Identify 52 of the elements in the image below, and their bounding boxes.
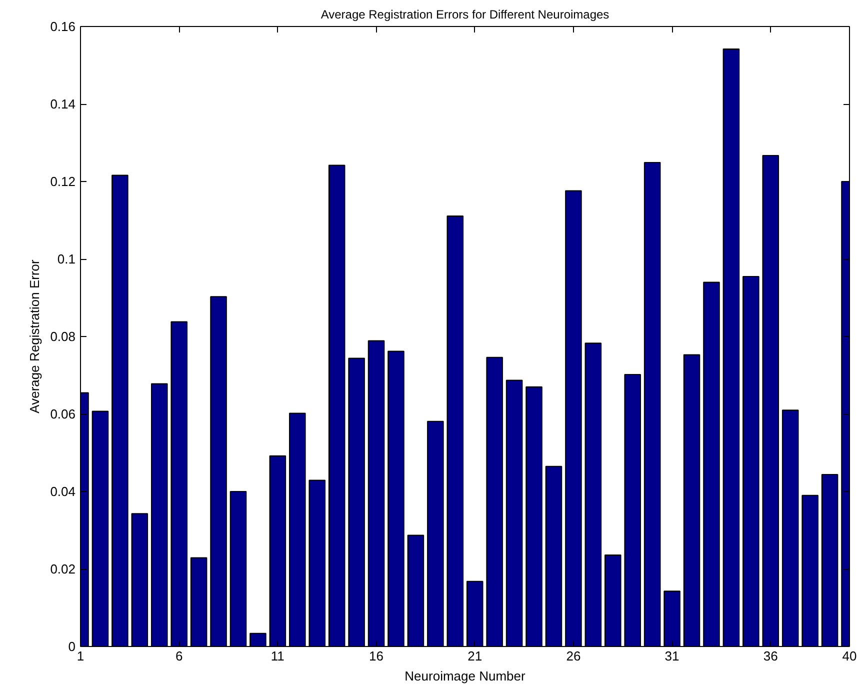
bar bbox=[722, 48, 740, 646]
bar bbox=[210, 296, 227, 646]
y-tick-label: 0.04 bbox=[50, 484, 76, 499]
bar bbox=[802, 494, 818, 646]
y-tick-label: 0.14 bbox=[50, 96, 76, 112]
x-tick-label: 40 bbox=[842, 648, 857, 664]
bar bbox=[506, 380, 523, 646]
y-tick-label: 0.08 bbox=[50, 329, 76, 344]
bar bbox=[545, 466, 562, 646]
bar bbox=[624, 374, 641, 646]
bar bbox=[526, 386, 542, 646]
bar bbox=[683, 354, 700, 646]
bar bbox=[308, 480, 326, 646]
bar bbox=[112, 174, 128, 646]
x-tick-label: 31 bbox=[664, 648, 680, 664]
bar bbox=[427, 420, 444, 646]
bar bbox=[348, 358, 365, 646]
y-axis-title: Average Registration Error bbox=[27, 258, 42, 414]
x-tick-label: 1 bbox=[76, 648, 84, 664]
y-tick-label: 0.12 bbox=[50, 174, 76, 189]
bar bbox=[584, 342, 602, 646]
bar bbox=[644, 162, 661, 646]
bar bbox=[230, 491, 247, 646]
bar bbox=[131, 513, 148, 646]
x-axis-title: Neuroimage Number bbox=[404, 668, 526, 684]
bar bbox=[407, 534, 424, 646]
bar bbox=[328, 164, 346, 646]
bar bbox=[289, 412, 306, 646]
bar bbox=[446, 215, 464, 646]
y-tick-label: 0.02 bbox=[50, 562, 76, 576]
y-tick-label: 0.16 bbox=[50, 19, 76, 34]
y-tick-label: 0.06 bbox=[50, 406, 76, 422]
x-tick-label: 16 bbox=[369, 648, 384, 664]
bar bbox=[92, 410, 109, 646]
bar bbox=[250, 632, 266, 646]
bar bbox=[486, 356, 503, 646]
bar bbox=[821, 474, 838, 646]
y-tick-label: 0.1 bbox=[57, 252, 76, 266]
x-tick-label: 11 bbox=[270, 648, 284, 664]
x-tick-label: 6 bbox=[175, 648, 183, 664]
bar bbox=[150, 383, 168, 646]
bar bbox=[742, 276, 760, 646]
chart-title: Average Registration Errors for Different Neuroimages bbox=[320, 8, 610, 22]
x-tick-label: 36 bbox=[763, 648, 778, 664]
bar bbox=[703, 282, 720, 646]
bar bbox=[782, 410, 799, 646]
y-tick-label: 0 bbox=[68, 639, 76, 654]
bar bbox=[190, 557, 208, 646]
x-tick-label: 21 bbox=[468, 648, 482, 664]
x-tick-label: 26 bbox=[566, 648, 581, 664]
bar bbox=[604, 554, 622, 646]
bar bbox=[388, 350, 404, 646]
